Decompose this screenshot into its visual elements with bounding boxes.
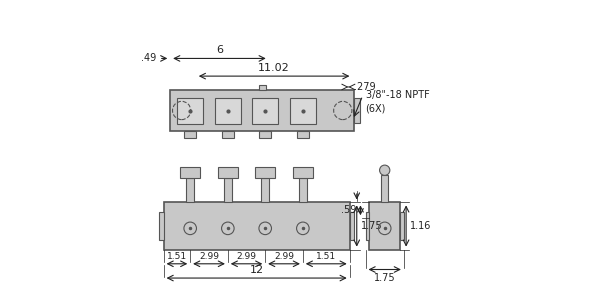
FancyBboxPatch shape (354, 98, 360, 123)
FancyBboxPatch shape (255, 167, 275, 178)
Text: .59: .59 (341, 205, 357, 215)
Text: 2.99: 2.99 (199, 252, 219, 261)
Text: 2.99: 2.99 (274, 252, 294, 261)
FancyBboxPatch shape (290, 98, 316, 124)
FancyBboxPatch shape (224, 178, 232, 202)
FancyBboxPatch shape (184, 131, 196, 138)
FancyBboxPatch shape (293, 167, 313, 178)
Text: 1.51: 1.51 (316, 252, 337, 261)
FancyBboxPatch shape (299, 178, 307, 202)
FancyBboxPatch shape (369, 202, 400, 249)
Text: 3/8"-18 NPTF
(6X): 3/8"-18 NPTF (6X) (365, 90, 430, 113)
Text: .279: .279 (353, 82, 375, 92)
FancyBboxPatch shape (365, 212, 369, 240)
FancyBboxPatch shape (259, 131, 271, 138)
FancyBboxPatch shape (170, 90, 354, 131)
FancyBboxPatch shape (350, 212, 354, 240)
Text: 11.02: 11.02 (258, 63, 290, 73)
Text: 12: 12 (250, 265, 264, 275)
FancyBboxPatch shape (381, 175, 388, 202)
Text: 1.75: 1.75 (374, 273, 395, 283)
FancyBboxPatch shape (259, 85, 266, 90)
Text: 2.99: 2.99 (236, 252, 257, 261)
FancyBboxPatch shape (400, 212, 404, 240)
FancyBboxPatch shape (160, 212, 164, 240)
Text: .49: .49 (141, 54, 157, 63)
FancyBboxPatch shape (187, 178, 194, 202)
FancyBboxPatch shape (180, 167, 200, 178)
FancyBboxPatch shape (262, 178, 269, 202)
FancyBboxPatch shape (218, 167, 238, 178)
FancyBboxPatch shape (253, 98, 278, 124)
Text: 1.75: 1.75 (361, 221, 383, 231)
FancyBboxPatch shape (296, 131, 309, 138)
Text: 1.16: 1.16 (410, 221, 431, 231)
FancyBboxPatch shape (221, 131, 234, 138)
Text: 1.51: 1.51 (167, 252, 187, 261)
Circle shape (380, 165, 390, 175)
Text: 6: 6 (216, 45, 223, 55)
FancyBboxPatch shape (178, 98, 203, 124)
FancyBboxPatch shape (215, 98, 241, 124)
FancyBboxPatch shape (164, 202, 350, 249)
